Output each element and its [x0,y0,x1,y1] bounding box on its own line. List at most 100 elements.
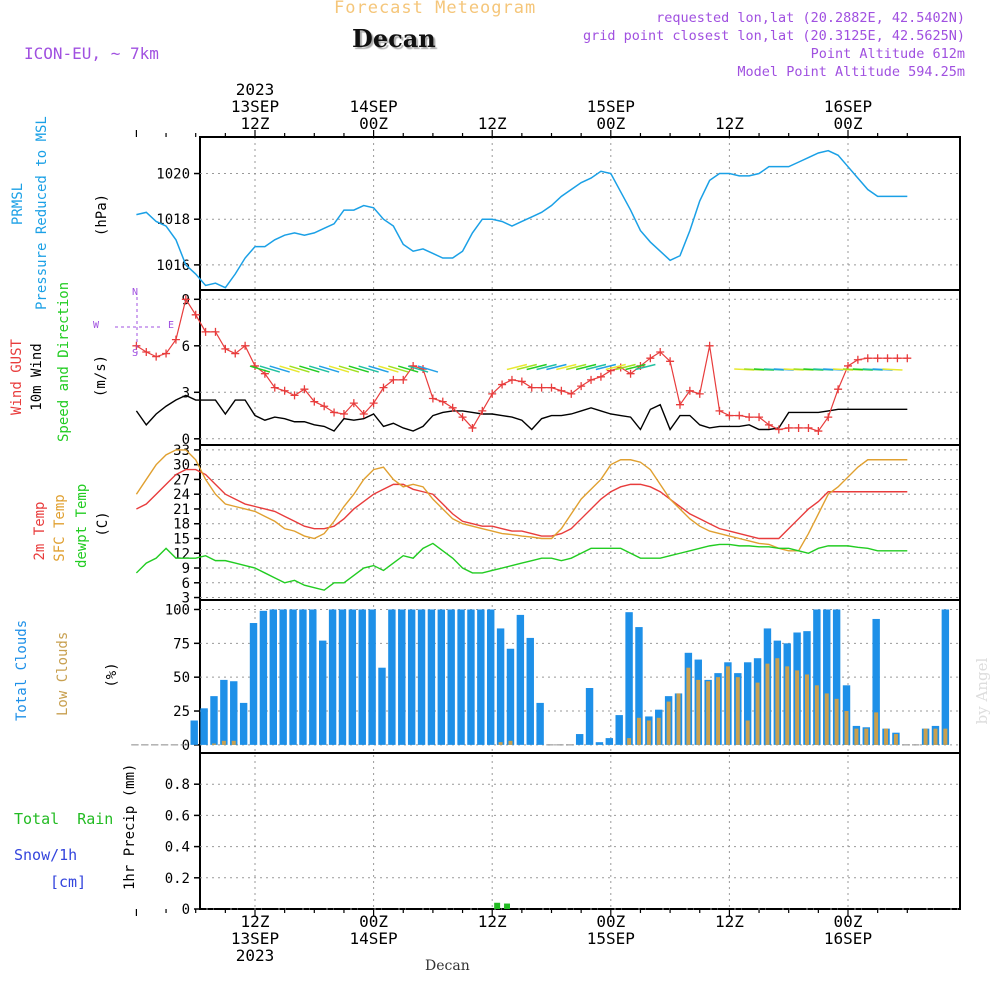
gust-point [863,354,872,363]
gust-point [695,389,704,398]
low-cloud-bar [696,679,701,745]
gust-point [794,423,803,432]
total-cloud-bar [338,609,347,745]
total-cloud-bar [289,609,297,745]
y-tick-label: 3 [182,385,190,401]
wind-dir-label: Speed and Direction [56,281,72,442]
x-label-bottom: 2023 [236,946,275,965]
total-cloud-bar [872,618,880,745]
y-tick-label: 6 [182,339,190,355]
x-label-bottom: 12Z [478,912,507,931]
chart-subtitle: Forecast Meteogram [334,0,537,18]
chart-title: Decan [352,24,436,53]
model-altitude-label: Model Point Altitude 594.25m [737,64,965,80]
total-cloud-bar [832,609,841,745]
x-label-top: 2023 [236,80,275,99]
gust-point [231,349,240,358]
wind-arrow [575,363,597,371]
y-tick-label: 18 [173,517,190,533]
low-cloud-bar [923,728,928,745]
wind-arrow [309,365,330,373]
total-cloud-bar [200,708,208,745]
wind10-line [135,394,908,432]
total-cloud-bar [388,609,396,745]
total-cloud-bar [259,610,268,745]
gust-point [191,310,200,319]
gust-point [755,413,764,422]
total-cloud-bar [269,609,277,745]
gust-point [675,400,684,409]
gust-point [537,383,546,392]
x-label-top: 12Z [241,114,270,133]
compass-e-label: E [168,320,175,331]
compass-s-label: S [132,348,139,359]
gust-point [280,386,289,395]
total-cloud-bar [318,640,327,745]
gust-point [181,295,190,304]
total-cloud-bar [299,609,307,745]
total-cloud-bar [487,609,495,745]
y-tick-label: 0 [182,902,190,918]
low-cloud-bar [785,666,790,745]
total-cloud-label: Total Clouds [14,619,30,721]
wind-arrow [348,365,369,373]
panel-frame-temp [199,444,961,601]
total-cloud-bar [575,734,584,745]
gust-point [557,386,566,395]
gust-point [507,375,516,384]
y-tick-label: 0.4 [165,840,190,856]
t2m-line [136,468,908,540]
total-cloud-bar [348,609,357,745]
gust-point [290,391,299,400]
wind-arrow [615,363,636,371]
y-tick-label: 25 [173,704,190,720]
x-label-bottom: 00Z [359,912,388,931]
snow-unit-label: [cm] [50,873,87,891]
gust-point [448,403,457,412]
gust-point [498,380,507,389]
compass-w-label: W [93,320,100,331]
snow-label: Snow/1h [14,846,78,864]
gust-point [478,406,487,415]
gust-point [715,406,724,415]
y-tick-label: 1020 [156,167,190,183]
low-cloud-bar [636,717,641,745]
low-cloud-bar [676,693,681,745]
rain-bar [504,903,510,909]
gust-point [626,369,635,378]
wind-arrow [299,365,320,373]
cloud-unit-label: (%) [104,662,120,688]
x-label-bottom: 14SEP [350,929,398,948]
y-tick-label: 3 [182,591,190,607]
low-cloud-bar [716,677,721,745]
total-cloud-bar [625,612,633,745]
gust-point [438,397,447,406]
gust-point [349,399,358,408]
wind-arrow [516,363,537,371]
pressure-unit-label: (hPa) [94,193,110,237]
gust-point [171,335,180,344]
total-cloud-bar [447,609,455,745]
grid-point-label: grid point closest lon,lat (20.3125E, 42… [582,28,965,44]
y-tick-label: 0.6 [165,808,190,824]
gust-point [883,354,892,363]
y-tick-label: 0 [182,738,190,754]
total-cloud-bar [823,609,831,745]
y-tick-label: 50 [173,670,190,686]
low-cloud-bar [212,743,216,745]
low-cloud-bar [933,728,938,745]
gust-point [152,352,161,361]
wind-arrow [546,363,567,371]
total-cloud-bar [516,614,525,745]
rain-label: Total Rain [14,810,114,828]
total-cloud-bar [190,720,198,745]
x-label-bottom: 15SEP [587,929,635,948]
gust-point [834,385,843,394]
x-label-top: 15SEP [587,97,635,116]
gust-point [685,386,694,395]
x-label-top: 16SEP [824,97,872,116]
wind10-label: 10m Wind [29,343,45,411]
gust-point [814,427,823,436]
total-cloud-bar [635,627,643,745]
